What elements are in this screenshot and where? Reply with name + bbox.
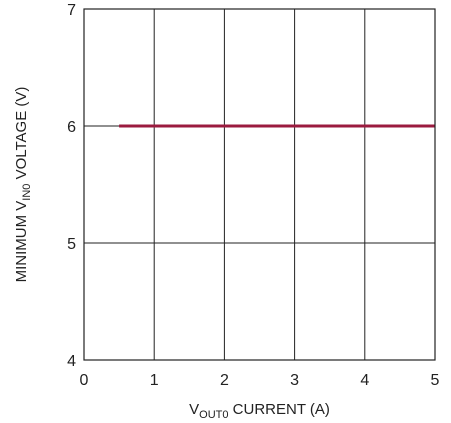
x-tick-label: 5 <box>431 372 440 389</box>
y-tick-label: 5 <box>67 236 76 253</box>
y-axis-label-pre: MINIMUM V <box>13 201 30 283</box>
y-tick-label: 4 <box>67 353 76 370</box>
y-tick-labels: 4 5 6 7 <box>67 2 76 370</box>
x-axis-label-sub: OUT0 <box>199 409 228 421</box>
y-tick-label: 7 <box>67 2 76 19</box>
x-axis-label: VOUT0 CURRENT (A) <box>189 401 330 421</box>
x-tick-label: 2 <box>220 372 229 389</box>
x-tick-labels: 0 1 2 3 4 5 <box>80 372 440 389</box>
plot-frame <box>83 8 436 361</box>
grid <box>83 8 436 361</box>
y-tick-label: 6 <box>67 119 76 136</box>
y-axis-label: MINIMUM VIN0 VOLTAGE (V) <box>13 87 33 283</box>
y-axis-label-sub: IN0 <box>21 184 33 201</box>
x-axis-label-main: V <box>189 401 199 418</box>
x-tick-label: 1 <box>150 372 159 389</box>
x-tick-label: 3 <box>290 372 299 389</box>
x-axis-label-rest: CURRENT (A) <box>228 401 329 418</box>
x-tick-label: 0 <box>80 372 89 389</box>
y-axis-label-rest: VOLTAGE (V) <box>13 87 30 184</box>
x-tick-label: 4 <box>360 372 369 389</box>
